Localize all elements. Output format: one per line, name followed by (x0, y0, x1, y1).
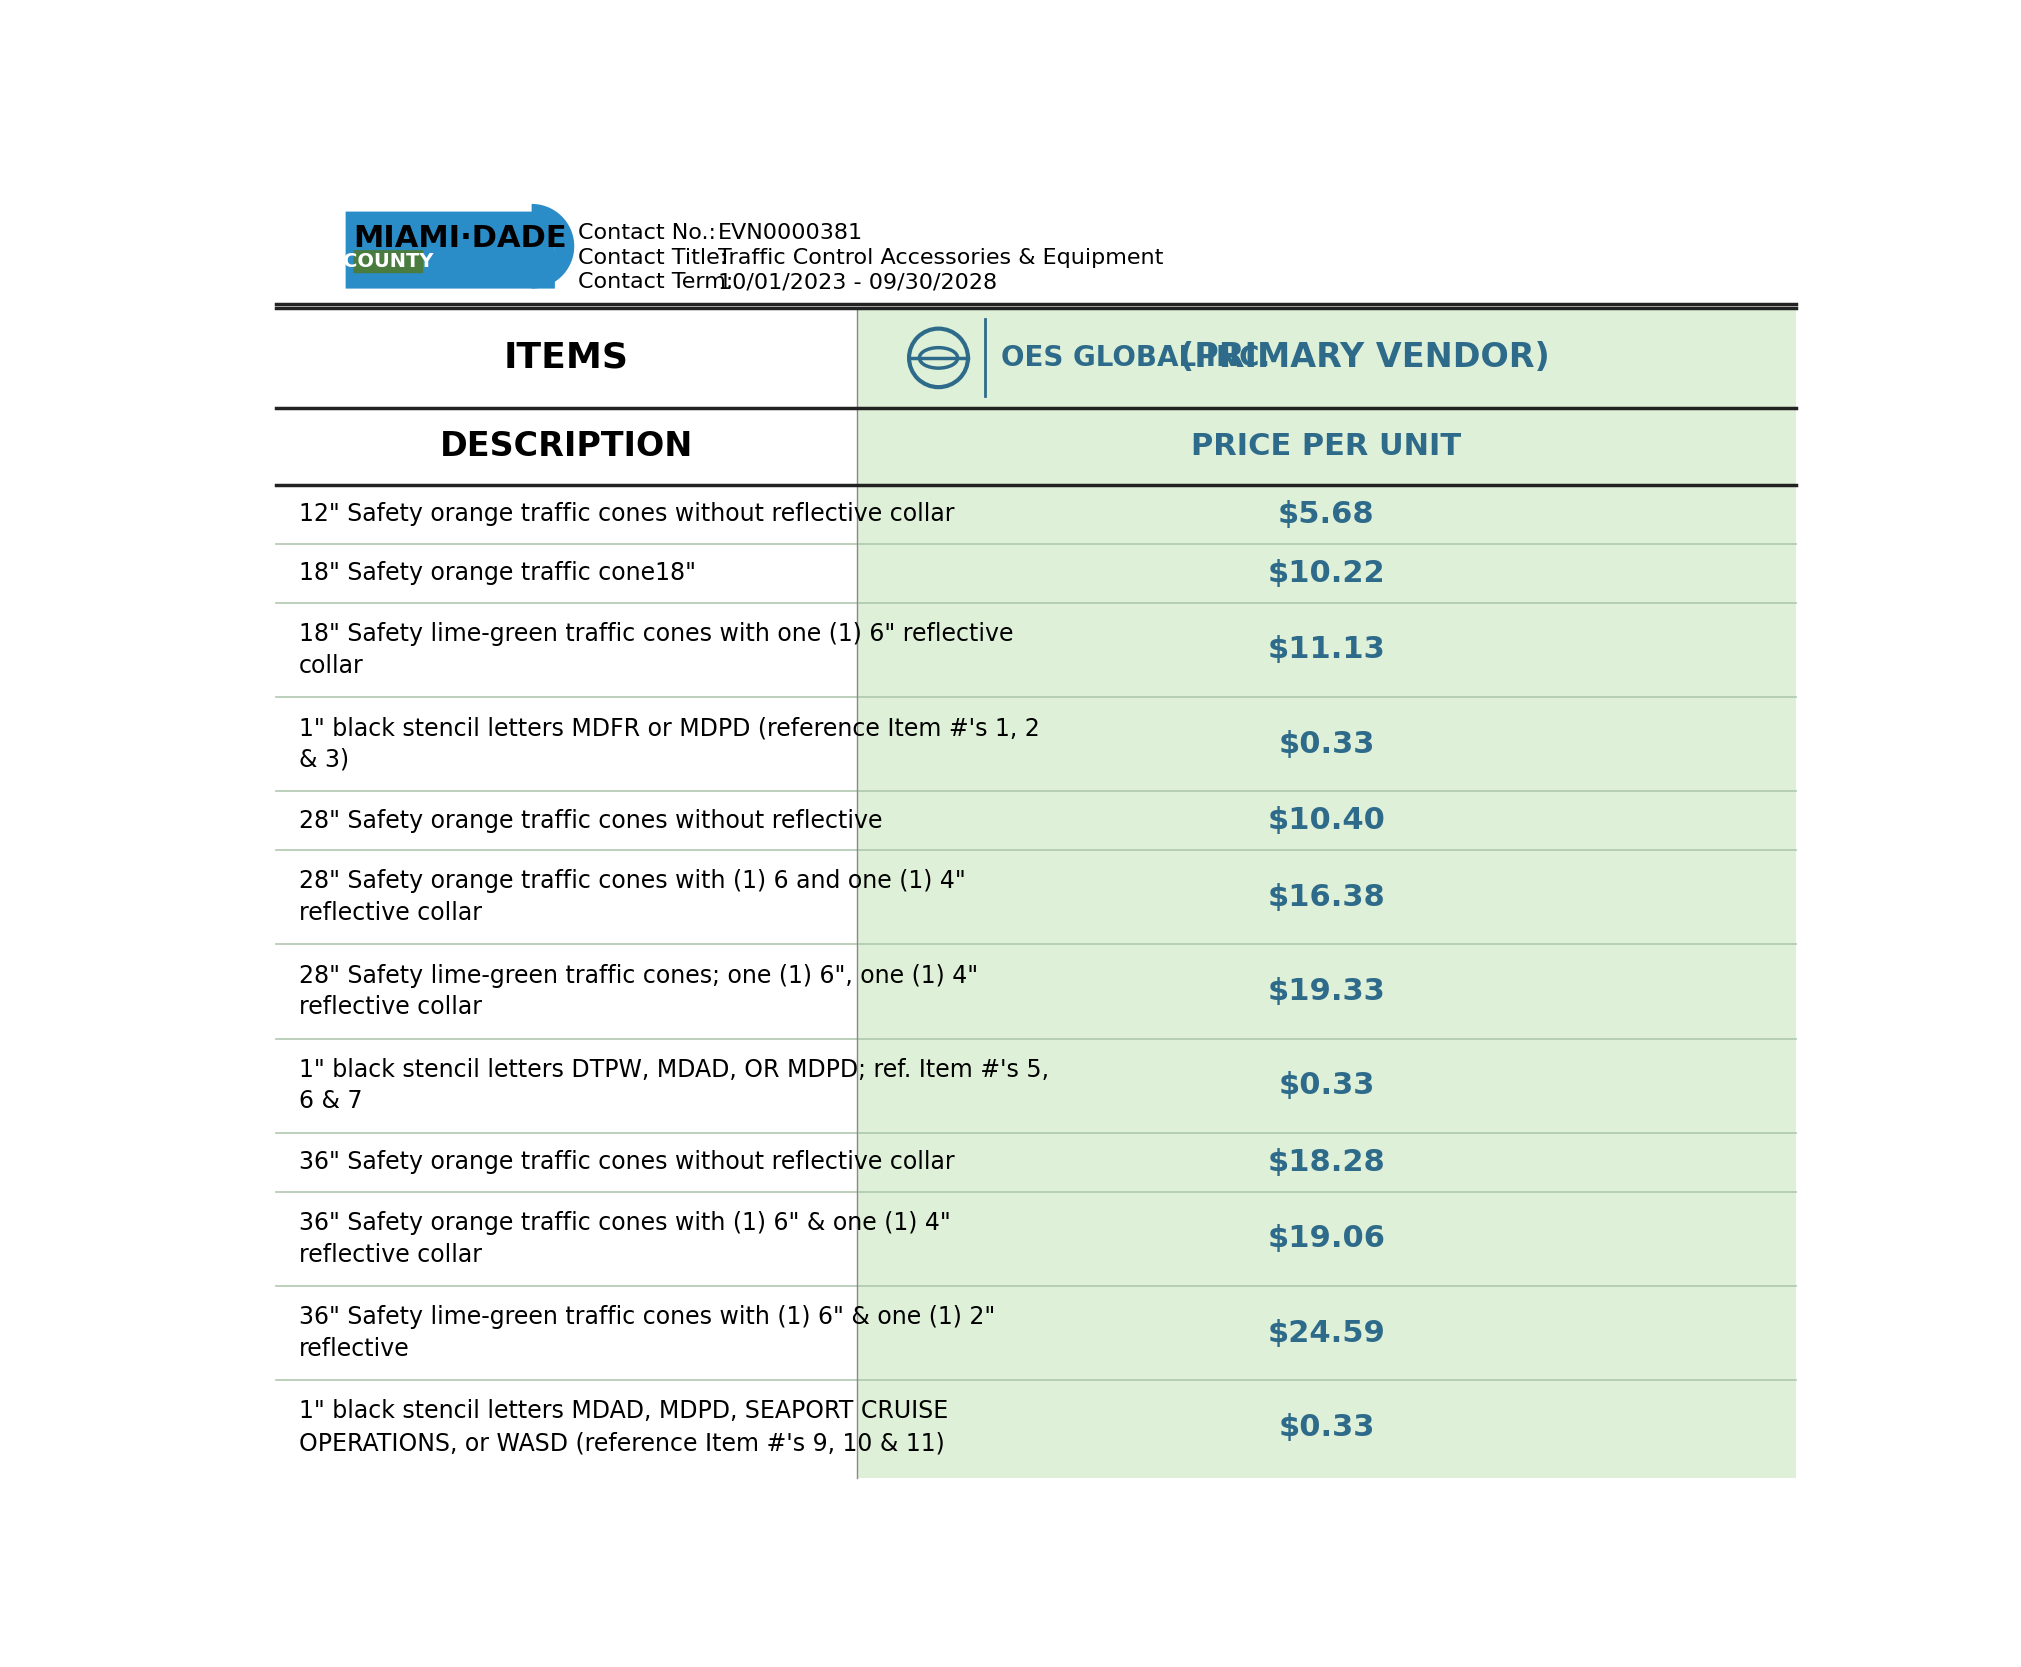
Text: 28" Safety lime-green traffic cones; one (1) 6", one (1) 4"
reflective collar: 28" Safety lime-green traffic cones; one… (299, 964, 978, 1019)
Text: 10/01/2023 - 09/30/2028: 10/01/2023 - 09/30/2028 (717, 272, 996, 292)
Text: $0.33: $0.33 (1277, 1412, 1374, 1442)
Text: 36" Safety orange traffic cones without reflective collar: 36" Safety orange traffic cones without … (299, 1150, 954, 1174)
Text: 1" black stencil letters DTPW, MDAD, OR MDPD; ref. Item #'s 5,
6 & 7: 1" black stencil letters DTPW, MDAD, OR … (299, 1059, 1049, 1114)
PathPatch shape (532, 203, 574, 288)
Text: 36" Safety lime-green traffic cones with (1) 6" & one (1) 2"
reflective: 36" Safety lime-green traffic cones with… (299, 1305, 996, 1360)
Text: Traffic Control Accessories & Equipment: Traffic Control Accessories & Equipment (717, 248, 1162, 268)
Text: 28" Safety orange traffic cones without reflective: 28" Safety orange traffic cones without … (299, 808, 883, 832)
Text: $11.13: $11.13 (1267, 635, 1384, 665)
Text: 28" Safety orange traffic cones with (1) 6 and one (1) 4"
reflective collar: 28" Safety orange traffic cones with (1)… (299, 870, 966, 925)
Text: DESCRIPTION: DESCRIPTION (441, 430, 693, 463)
Text: $16.38: $16.38 (1267, 884, 1384, 912)
Text: OES GLOBAL INC.: OES GLOBAL INC. (1000, 343, 1269, 372)
Text: $24.59: $24.59 (1267, 1319, 1384, 1347)
Text: $0.33: $0.33 (1277, 1072, 1374, 1100)
Bar (277, 308, 857, 1479)
Text: 12" Safety orange traffic cones without reflective collar: 12" Safety orange traffic cones without … (299, 502, 954, 527)
Text: Contact Term:: Contact Term: (578, 272, 734, 292)
FancyBboxPatch shape (346, 212, 556, 288)
Text: $10.22: $10.22 (1267, 558, 1384, 588)
Text: ITEMS: ITEMS (503, 340, 629, 375)
Text: $5.68: $5.68 (1277, 500, 1374, 528)
Text: MIAMI·DADE: MIAMI·DADE (354, 223, 568, 253)
Bar (857, 308, 1795, 1479)
Text: $0.33: $0.33 (1277, 730, 1374, 758)
Text: 18" Safety orange traffic cone18": 18" Safety orange traffic cone18" (299, 562, 695, 585)
Text: COUNTY: COUNTY (344, 252, 432, 272)
Text: 1" black stencil letters MDFR or MDPD (reference Item #'s 1, 2
& 3): 1" black stencil letters MDFR or MDPD (r… (299, 717, 1041, 772)
Text: (PRIMARY VENDOR): (PRIMARY VENDOR) (1178, 342, 1550, 375)
Text: $19.33: $19.33 (1267, 977, 1384, 1005)
Text: PRICE PER UNIT: PRICE PER UNIT (1190, 432, 1461, 462)
Text: 18" Safety lime-green traffic cones with one (1) 6" reflective
collar: 18" Safety lime-green traffic cones with… (299, 622, 1015, 678)
Text: Contact No.:: Contact No.: (578, 223, 715, 243)
Text: 1" black stencil letters MDAD, MDPD, SEAPORT CRUISE
OPERATIONS, or WASD (referen: 1" black stencil letters MDAD, MDPD, SEA… (299, 1400, 948, 1455)
Text: $10.40: $10.40 (1267, 807, 1384, 835)
FancyBboxPatch shape (354, 250, 422, 273)
Text: Contact Title:: Contact Title: (578, 248, 728, 268)
Text: $19.06: $19.06 (1267, 1224, 1384, 1254)
Text: EVN0000381: EVN0000381 (717, 223, 863, 243)
Text: $18.28: $18.28 (1267, 1149, 1384, 1177)
Text: 36" Safety orange traffic cones with (1) 6" & one (1) 4"
reflective collar: 36" Safety orange traffic cones with (1)… (299, 1210, 950, 1267)
